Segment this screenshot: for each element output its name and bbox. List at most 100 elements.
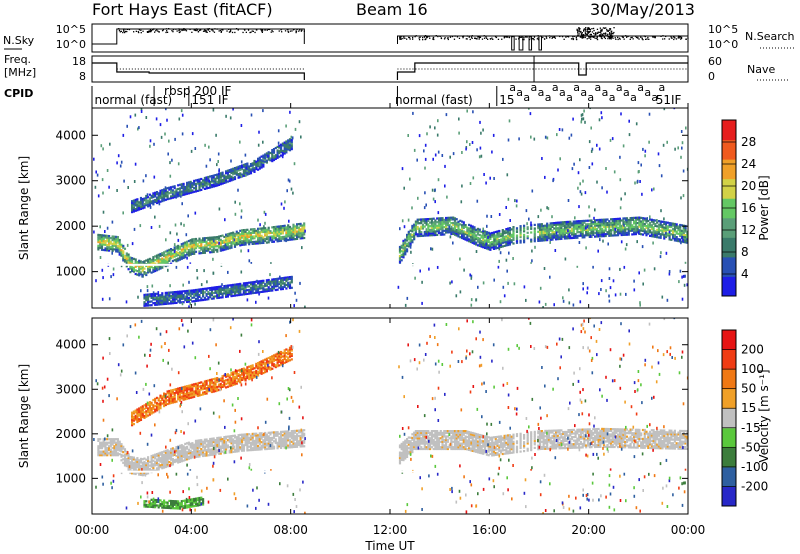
range-cell — [675, 226, 678, 230]
range-cell — [468, 223, 471, 226]
nsky-point — [406, 38, 408, 40]
range-cell — [398, 245, 402, 249]
scatter-cell — [212, 271, 215, 275]
range-cell — [127, 268, 130, 271]
range-cell — [157, 195, 160, 198]
range-cell — [152, 267, 155, 270]
range-cell — [432, 223, 435, 226]
range-cell — [202, 293, 205, 296]
range-cell — [164, 455, 167, 458]
range-cell — [221, 175, 224, 178]
range-cell — [253, 240, 256, 243]
colorbar-segment — [722, 139, 736, 160]
range-cell — [402, 256, 405, 259]
scatter-cell — [582, 179, 584, 183]
range-cell — [670, 222, 673, 225]
range-cell — [170, 189, 173, 192]
range-cell — [515, 238, 519, 241]
range-cell — [194, 184, 198, 187]
range-cell — [159, 294, 162, 297]
range-cell — [104, 240, 107, 243]
range-cell — [221, 173, 224, 176]
range-cell — [166, 459, 169, 463]
nsky-point — [584, 32, 586, 34]
range-cell — [200, 181, 203, 184]
range-cell — [225, 233, 228, 236]
scatter-cell — [552, 179, 554, 183]
range-cell — [118, 246, 121, 249]
range-cell — [512, 229, 515, 232]
range-cell — [682, 230, 685, 233]
range-cell — [164, 398, 167, 401]
range-cell — [180, 297, 183, 300]
range-cell — [148, 293, 151, 296]
range-cell — [127, 458, 130, 461]
nsky-point — [523, 37, 525, 39]
nsky-point — [281, 31, 283, 33]
range-cell — [274, 227, 277, 230]
range-cell — [640, 216, 643, 219]
range-cell — [139, 473, 143, 476]
range-cell — [680, 224, 684, 227]
scatter-cell — [404, 303, 407, 307]
range-cell — [611, 229, 614, 232]
range-cell — [143, 416, 146, 419]
range-cell — [489, 236, 492, 239]
range-cell — [177, 259, 180, 262]
range-cell — [138, 201, 141, 204]
range-cell — [558, 221, 561, 224]
nsky-point — [677, 37, 679, 39]
nsky-point — [424, 38, 426, 41]
scatter-cell — [686, 167, 688, 171]
range-cell — [196, 182, 199, 185]
range-cell — [473, 231, 476, 234]
scatter-cell — [665, 251, 668, 255]
range-cell — [225, 292, 228, 295]
range-cell — [617, 232, 620, 235]
range-cell — [143, 461, 146, 464]
range-cell — [588, 228, 591, 231]
nsky-point — [300, 30, 302, 32]
scatter-cell — [154, 215, 156, 219]
range-cell — [187, 249, 190, 252]
range-cell — [430, 226, 433, 229]
nsky-point — [599, 35, 601, 38]
scatter-cell — [173, 243, 176, 247]
range-cell — [547, 227, 551, 231]
range-cell — [104, 447, 107, 450]
range-cell — [232, 294, 235, 297]
range-cell — [99, 234, 102, 237]
nsky-point — [645, 38, 647, 40]
scatter-cell — [516, 199, 518, 203]
scatter-cell — [668, 272, 671, 276]
nsky-point — [648, 38, 650, 40]
range-cell — [147, 199, 150, 202]
range-cell — [471, 234, 474, 237]
range-cell — [288, 238, 292, 241]
range-cell — [253, 291, 256, 294]
range-cell — [430, 223, 433, 226]
range-cell — [150, 460, 153, 463]
nsky-point — [165, 28, 168, 30]
nsky-point — [591, 31, 594, 33]
range-cell — [244, 239, 247, 242]
range-cell — [207, 292, 210, 295]
range-cell — [641, 217, 645, 220]
range-cell — [468, 227, 471, 230]
range-cell — [641, 226, 645, 229]
range-cell — [166, 451, 169, 454]
scatter-cell — [256, 279, 258, 283]
range-cell — [257, 233, 260, 236]
nsky-point — [606, 30, 608, 32]
range-cell — [272, 227, 276, 231]
scatter-cell — [441, 154, 444, 157]
range-cell — [138, 462, 141, 465]
range-cell — [432, 232, 435, 235]
range-cell — [99, 450, 102, 453]
range-cell — [152, 302, 155, 305]
range-cell — [441, 217, 444, 220]
range-cell — [139, 461, 143, 464]
range-cell — [171, 192, 174, 196]
scatter-cell — [611, 137, 614, 141]
scatter-cell — [480, 131, 482, 135]
